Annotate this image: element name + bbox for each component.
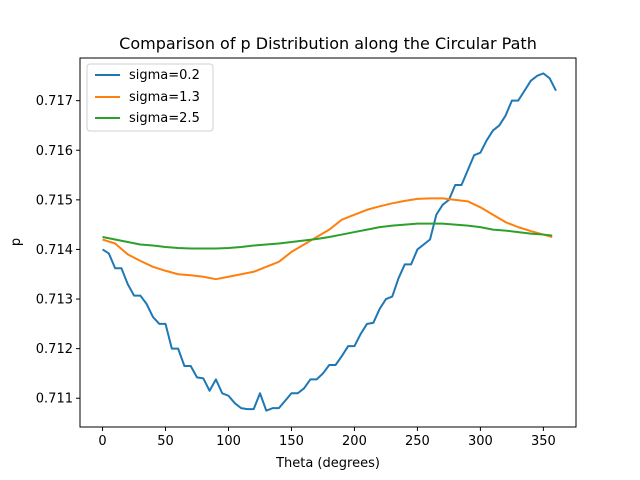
plot-area xyxy=(79,57,577,428)
series-layer xyxy=(102,72,557,412)
legend-label-sigma-1-3: sigma=1.3 xyxy=(129,90,200,105)
chart-title: Comparison of p Distribution along the C… xyxy=(119,34,537,53)
y-tick-label: 0.717 xyxy=(36,94,73,109)
legend-box xyxy=(86,63,214,132)
x-tick-label: 200 xyxy=(342,434,367,449)
x-tick-label: 300 xyxy=(468,434,493,449)
series-line-2 xyxy=(102,197,553,281)
x-tick-label: 100 xyxy=(216,434,241,449)
x-tick-label: 250 xyxy=(405,434,430,449)
series-line-1 xyxy=(102,72,557,412)
y-tick-label: 0.715 xyxy=(36,193,73,208)
x-axis-label: Theta (degrees) xyxy=(275,456,380,471)
y-axis: 0.711 0.712 0.713 0.714 0.715 0.716 0.717 xyxy=(36,94,80,407)
legend: sigma=0.2 sigma=1.3 sigma=2.5 xyxy=(86,63,214,132)
x-axis: 0 50 100 150 200 250 300 350 xyxy=(98,427,556,449)
legend-label-sigma-2-5: sigma=2.5 xyxy=(129,111,200,126)
plot-frame xyxy=(79,57,577,428)
x-tick-label: 50 xyxy=(157,434,174,449)
y-tick-label: 0.713 xyxy=(36,293,73,308)
y-tick-label: 0.714 xyxy=(36,243,73,258)
legend-label-sigma-0-2: sigma=0.2 xyxy=(129,68,200,83)
y-axis-label: p xyxy=(9,238,24,246)
y-tick-label: 0.711 xyxy=(36,392,73,407)
series-line-3 xyxy=(102,222,553,250)
y-tick-label: 0.712 xyxy=(36,342,73,357)
x-tick-label: 350 xyxy=(531,434,556,449)
y-tick-label: 0.716 xyxy=(36,144,73,159)
x-tick-label: 150 xyxy=(279,434,304,449)
x-tick-label: 0 xyxy=(98,434,106,449)
